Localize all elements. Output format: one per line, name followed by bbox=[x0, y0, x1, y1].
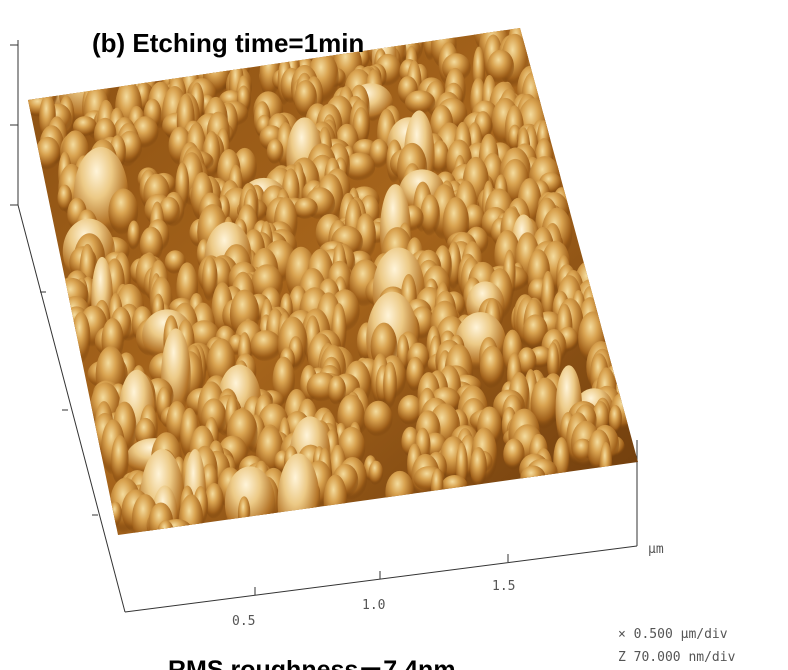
surface-peak bbox=[520, 466, 545, 491]
surface-peak bbox=[157, 520, 173, 543]
caption: RMS roughness－7.4nm bbox=[168, 656, 456, 670]
surface-peak bbox=[364, 401, 392, 437]
surface-peak bbox=[278, 453, 320, 549]
surface-peak bbox=[238, 496, 250, 531]
title: (b) Etching time=1min bbox=[92, 28, 364, 58]
surface-peak bbox=[109, 502, 122, 527]
surface-peak bbox=[369, 461, 383, 485]
surface-peak bbox=[225, 466, 275, 540]
surface-peak bbox=[35, 137, 60, 170]
surface-peak bbox=[480, 346, 505, 389]
scale-x: × 0.500 μm/div bbox=[618, 627, 728, 642]
surface-peak bbox=[267, 139, 284, 164]
surface-peak bbox=[470, 447, 487, 488]
axis-unit: μm bbox=[648, 542, 664, 557]
axis-tick-label: 1.0 bbox=[362, 598, 385, 613]
axis-tick-label: 0.5 bbox=[232, 614, 255, 629]
scale-z: Z 70.000 nm/div bbox=[618, 650, 736, 665]
surface-peak bbox=[599, 442, 612, 488]
surface-peak bbox=[383, 362, 397, 409]
afm-figure: (b) Etching time=1min 0.5 1.0 1.5 μm × 0… bbox=[0, 0, 788, 670]
axis-tick-label: 1.5 bbox=[492, 579, 515, 594]
surface-peak bbox=[385, 471, 414, 514]
surface-peak bbox=[71, 312, 90, 364]
surface-peak bbox=[324, 475, 348, 526]
surface-peak bbox=[127, 220, 140, 250]
surface-peak bbox=[553, 437, 569, 484]
surface-peak bbox=[250, 330, 281, 361]
surface-peak bbox=[431, 469, 444, 504]
surface-texture bbox=[25, 0, 638, 550]
surface-peak bbox=[294, 198, 318, 220]
surface-peak bbox=[441, 475, 467, 497]
